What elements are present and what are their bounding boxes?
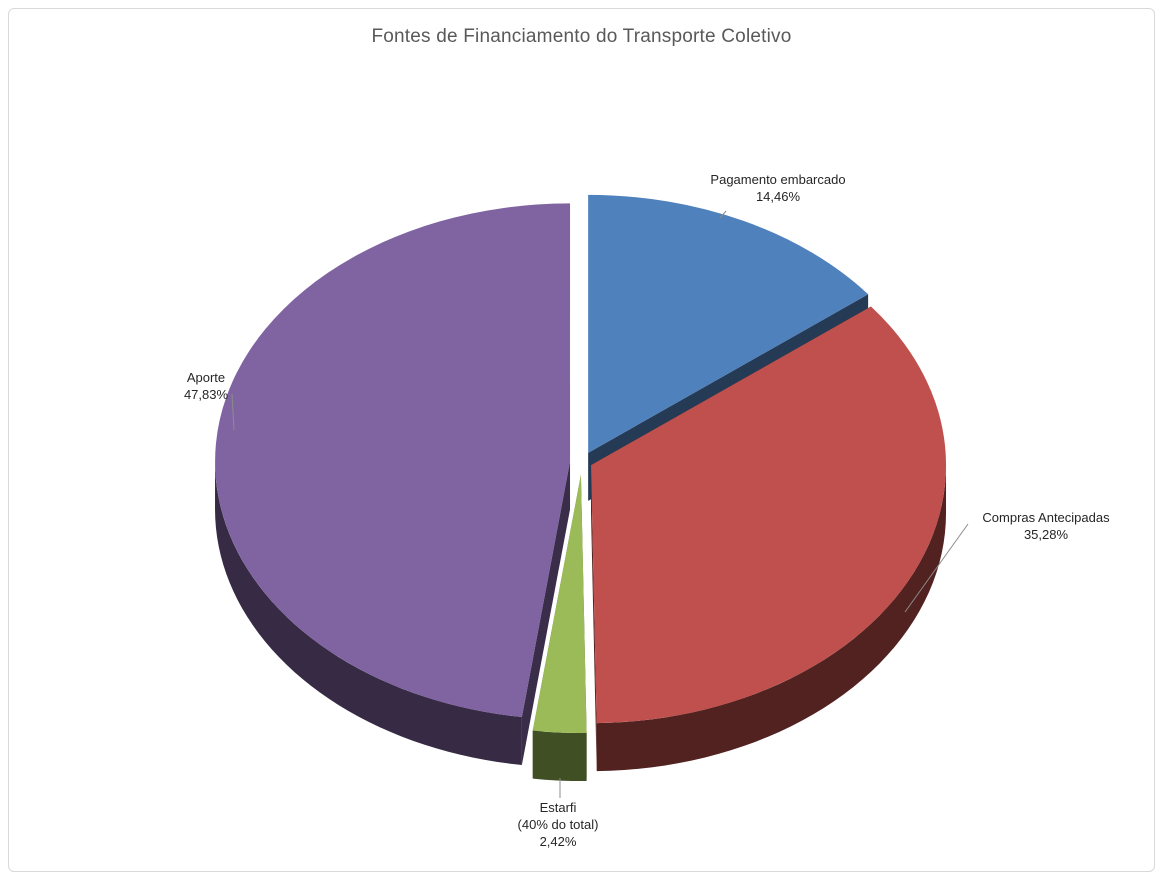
data-label-1: Compras Antecipadas 35,28% [982,510,1110,542]
data-label-0: Pagamento embarcado 14,46% [710,172,845,204]
slice-wall-1-1 [591,465,597,772]
slice-rim-3-0 [215,461,522,766]
pie-slice-3[interactable] [215,203,571,718]
chart-title: Fontes de Financiamento do Transporte Co… [371,26,792,47]
data-label-2: Estarfi (40% do total) 2,42% [518,800,599,849]
slice-rim-1-0 [596,465,947,772]
data-label-3: Aporte 47,83% [184,370,229,402]
leader-line-0 [719,210,727,219]
pie-slice-1[interactable] [591,306,947,724]
leader-line-3 [231,393,235,431]
slice-wall-3-0 [521,461,571,766]
slice-rim-2-0 [532,730,587,782]
pie-slice-0[interactable] [588,194,869,453]
leader-line-1 [904,523,969,613]
pie-slice-2[interactable] [532,475,587,734]
